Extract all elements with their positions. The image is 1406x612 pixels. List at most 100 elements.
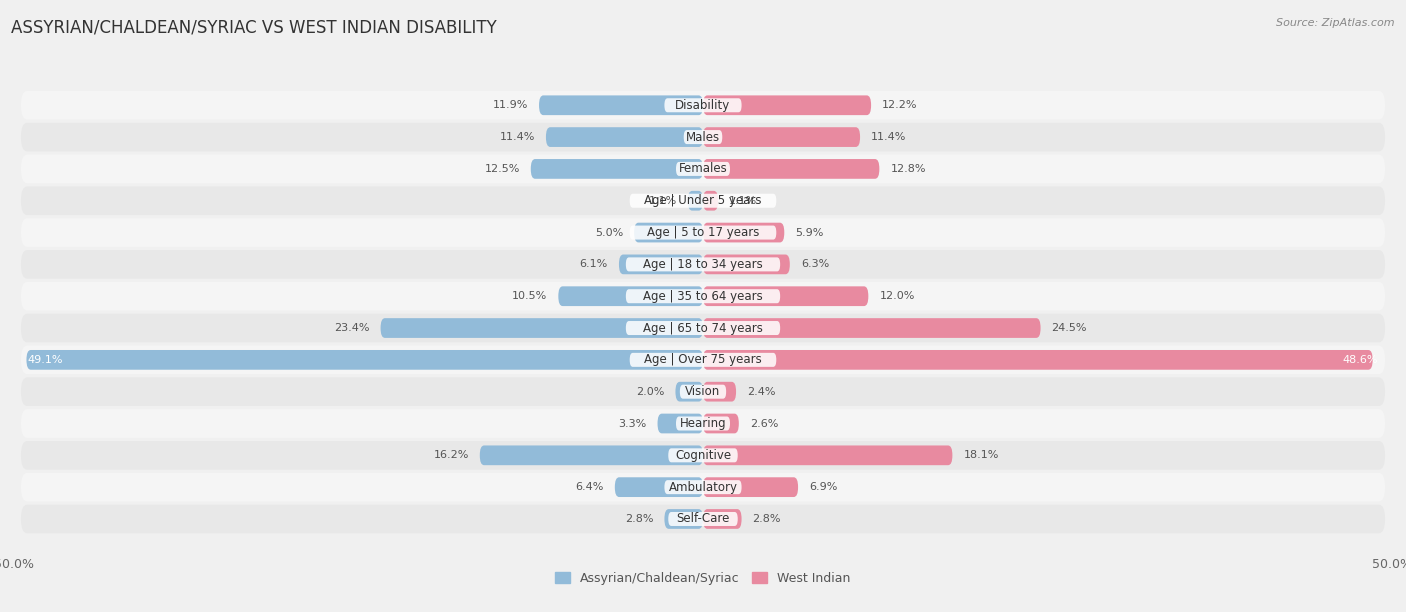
Text: 3.3%: 3.3%	[619, 419, 647, 428]
FancyBboxPatch shape	[630, 353, 776, 367]
Text: 1.1%: 1.1%	[730, 196, 758, 206]
Text: 18.1%: 18.1%	[963, 450, 998, 460]
Text: 2.0%: 2.0%	[636, 387, 665, 397]
FancyBboxPatch shape	[546, 127, 703, 147]
FancyBboxPatch shape	[21, 505, 1385, 533]
FancyBboxPatch shape	[703, 191, 718, 211]
Text: Age | 35 to 64 years: Age | 35 to 64 years	[643, 289, 763, 303]
Text: 6.1%: 6.1%	[579, 259, 607, 269]
Text: 11.9%: 11.9%	[492, 100, 529, 110]
Text: 2.6%: 2.6%	[749, 419, 779, 428]
FancyBboxPatch shape	[634, 223, 703, 242]
FancyBboxPatch shape	[21, 473, 1385, 501]
Text: 6.4%: 6.4%	[575, 482, 603, 492]
Text: Age | Over 75 years: Age | Over 75 years	[644, 353, 762, 367]
Text: 12.5%: 12.5%	[484, 164, 520, 174]
Text: 16.2%: 16.2%	[433, 450, 468, 460]
FancyBboxPatch shape	[703, 509, 741, 529]
FancyBboxPatch shape	[703, 318, 1040, 338]
Text: 11.4%: 11.4%	[499, 132, 534, 142]
FancyBboxPatch shape	[703, 223, 785, 242]
FancyBboxPatch shape	[626, 289, 780, 303]
FancyBboxPatch shape	[703, 95, 872, 115]
Text: 6.3%: 6.3%	[801, 259, 830, 269]
FancyBboxPatch shape	[703, 286, 869, 306]
Text: 11.4%: 11.4%	[872, 132, 907, 142]
FancyBboxPatch shape	[665, 480, 741, 494]
FancyBboxPatch shape	[630, 226, 776, 239]
Text: Self-Care: Self-Care	[676, 512, 730, 526]
FancyBboxPatch shape	[630, 194, 776, 207]
Text: 12.8%: 12.8%	[890, 164, 927, 174]
FancyBboxPatch shape	[21, 441, 1385, 469]
FancyBboxPatch shape	[21, 155, 1385, 183]
Text: 6.9%: 6.9%	[808, 482, 838, 492]
FancyBboxPatch shape	[676, 417, 730, 430]
Text: 48.6%: 48.6%	[1343, 355, 1378, 365]
Text: 2.8%: 2.8%	[624, 514, 654, 524]
FancyBboxPatch shape	[703, 446, 952, 465]
Legend: Assyrian/Chaldean/Syriac, West Indian: Assyrian/Chaldean/Syriac, West Indian	[550, 567, 856, 590]
FancyBboxPatch shape	[558, 286, 703, 306]
Text: 2.8%: 2.8%	[752, 514, 782, 524]
Text: 5.0%: 5.0%	[595, 228, 623, 237]
FancyBboxPatch shape	[21, 409, 1385, 438]
Text: 12.2%: 12.2%	[882, 100, 918, 110]
FancyBboxPatch shape	[703, 159, 879, 179]
Text: Males: Males	[686, 130, 720, 144]
FancyBboxPatch shape	[703, 477, 799, 497]
FancyBboxPatch shape	[21, 91, 1385, 119]
Text: ASSYRIAN/CHALDEAN/SYRIAC VS WEST INDIAN DISABILITY: ASSYRIAN/CHALDEAN/SYRIAC VS WEST INDIAN …	[11, 18, 496, 36]
Text: 5.9%: 5.9%	[796, 228, 824, 237]
FancyBboxPatch shape	[681, 385, 725, 398]
Text: Source: ZipAtlas.com: Source: ZipAtlas.com	[1277, 18, 1395, 28]
FancyBboxPatch shape	[676, 162, 730, 176]
Text: Ambulatory: Ambulatory	[668, 480, 738, 494]
Text: 49.1%: 49.1%	[28, 355, 63, 365]
FancyBboxPatch shape	[626, 258, 780, 271]
FancyBboxPatch shape	[21, 314, 1385, 342]
FancyBboxPatch shape	[21, 123, 1385, 151]
FancyBboxPatch shape	[688, 191, 703, 211]
Text: 23.4%: 23.4%	[335, 323, 370, 333]
FancyBboxPatch shape	[703, 382, 737, 401]
FancyBboxPatch shape	[21, 378, 1385, 406]
FancyBboxPatch shape	[381, 318, 703, 338]
FancyBboxPatch shape	[626, 321, 780, 335]
FancyBboxPatch shape	[703, 350, 1372, 370]
FancyBboxPatch shape	[668, 449, 738, 462]
Text: Females: Females	[679, 162, 727, 176]
Text: Age | Under 5 years: Age | Under 5 years	[644, 194, 762, 207]
Text: 12.0%: 12.0%	[879, 291, 915, 301]
FancyBboxPatch shape	[538, 95, 703, 115]
FancyBboxPatch shape	[703, 414, 738, 433]
FancyBboxPatch shape	[675, 382, 703, 401]
FancyBboxPatch shape	[531, 159, 703, 179]
FancyBboxPatch shape	[665, 99, 741, 112]
Text: Age | 18 to 34 years: Age | 18 to 34 years	[643, 258, 763, 271]
FancyBboxPatch shape	[614, 477, 703, 497]
FancyBboxPatch shape	[21, 346, 1385, 374]
Text: Disability: Disability	[675, 99, 731, 112]
FancyBboxPatch shape	[619, 255, 703, 274]
Text: 1.1%: 1.1%	[648, 196, 676, 206]
Text: Cognitive: Cognitive	[675, 449, 731, 462]
FancyBboxPatch shape	[21, 282, 1385, 310]
FancyBboxPatch shape	[683, 130, 723, 144]
Text: Age | 5 to 17 years: Age | 5 to 17 years	[647, 226, 759, 239]
FancyBboxPatch shape	[668, 512, 738, 526]
FancyBboxPatch shape	[21, 187, 1385, 215]
FancyBboxPatch shape	[703, 127, 860, 147]
FancyBboxPatch shape	[479, 446, 703, 465]
FancyBboxPatch shape	[21, 250, 1385, 278]
Text: 2.4%: 2.4%	[747, 387, 776, 397]
FancyBboxPatch shape	[703, 255, 790, 274]
FancyBboxPatch shape	[658, 414, 703, 433]
Text: Age | 65 to 74 years: Age | 65 to 74 years	[643, 321, 763, 335]
FancyBboxPatch shape	[665, 509, 703, 529]
FancyBboxPatch shape	[27, 350, 703, 370]
Text: Hearing: Hearing	[679, 417, 727, 430]
Text: Vision: Vision	[685, 385, 721, 398]
Text: 24.5%: 24.5%	[1052, 323, 1087, 333]
Text: 10.5%: 10.5%	[512, 291, 547, 301]
